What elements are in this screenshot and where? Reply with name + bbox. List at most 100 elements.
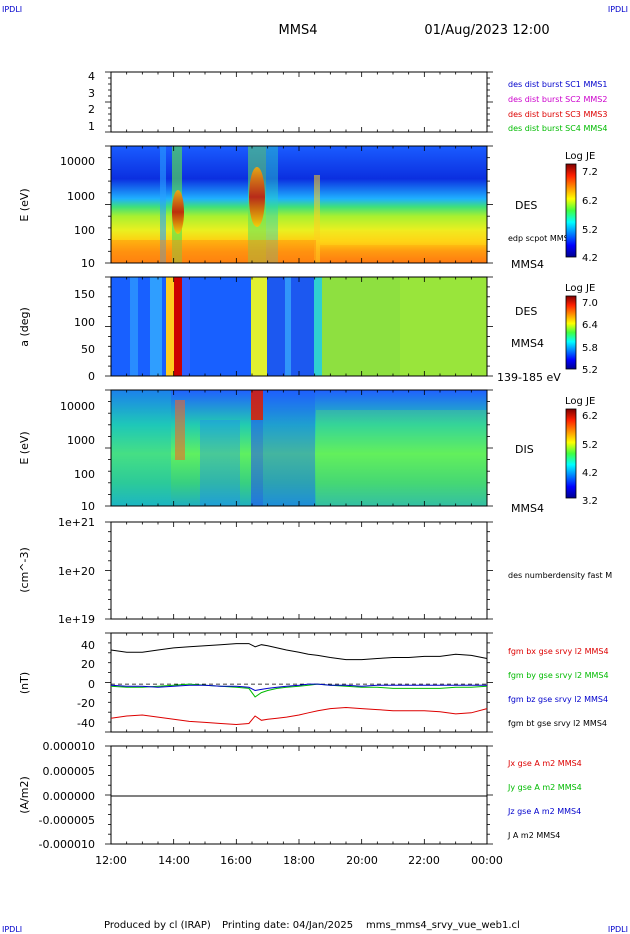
time-tick-label: 14:00 <box>158 854 190 867</box>
dis-energy-y-tick: 10 <box>81 500 95 513</box>
colorbar-tick: 7.2 <box>582 167 598 178</box>
burst-y-tick: 3 <box>88 87 95 100</box>
dis-energy-instrument: DIS <box>515 443 534 456</box>
current-y-ticks: 0.000010 0.000005 0.000000 -0.000005 -0.… <box>39 740 95 851</box>
dis-energy-y-tick: 1000 <box>67 434 95 447</box>
bfield-series-line-1 <box>110 683 488 698</box>
bfield-series <box>110 643 488 726</box>
corner-mark-bottom-right: IPDLI <box>608 925 628 934</box>
des-energy-colorbar: Log JE 7.2 6.2 5.2 4.2 <box>565 151 598 264</box>
bfield-y-ticks: 40 20 0 -20 -40 <box>77 639 95 730</box>
burst-y-ticks: 4 3 2 1 <box>88 70 95 133</box>
des-pitch-y-tick: 150 <box>74 288 95 301</box>
des-pitch-y-tick: 100 <box>74 316 95 329</box>
current-y-tick: -0.000010 <box>39 838 95 851</box>
bfield-series-line-0 <box>110 706 488 726</box>
time-tick-label: 16:00 <box>220 854 252 867</box>
dis-energy-ylabel: E (eV) <box>18 431 31 464</box>
density-y-ticks: 1e+21 1e+20 1e+19 <box>58 516 95 626</box>
dis-energy-y-tick: 100 <box>74 468 95 481</box>
bfield-y-tick: -20 <box>77 697 95 710</box>
panel-density: 1e+21 1e+20 1e+19 (cm^-3) des numberdens… <box>18 516 612 626</box>
density-y-tick: 1e+20 <box>58 565 95 578</box>
bfield-y-tick: -40 <box>77 717 95 730</box>
bfield-y-tick: 0 <box>88 678 95 691</box>
colorbar-tick: 5.2 <box>582 365 598 376</box>
current-legend-j: J A m2 MMS4 <box>507 831 560 840</box>
colorbar-tick: 3.2 <box>582 496 598 507</box>
dis-energy-spacecraft: MMS4 <box>511 502 544 515</box>
dis-energy-y-ticks: 10000 1000 100 10 <box>60 400 95 513</box>
panel-current-density: 0.000010 0.000005 0.000000 -0.000005 -0.… <box>18 740 582 851</box>
des-pitch-instrument: DES <box>515 305 537 318</box>
burst-legend-mms2: des dist burst SC2 MMS2 <box>508 95 607 104</box>
des-energy-y-tick: 100 <box>74 224 95 237</box>
time-tick-label: 20:00 <box>346 854 378 867</box>
des-pitch-y-tick: 0 <box>88 370 95 383</box>
burst-y-tick: 1 <box>88 120 95 133</box>
density-y-tick: 1e+21 <box>58 516 95 529</box>
colorbar-tick: 6.4 <box>582 320 598 331</box>
des-pitch-spacecraft: MMS4 <box>511 337 544 350</box>
des-pitch-y-tick: 50 <box>81 343 95 356</box>
corner-mark-bottom-left: IPDLI <box>2 925 22 934</box>
time-tick-label: 18:00 <box>283 854 315 867</box>
des-energy-y-tick: 1000 <box>67 190 95 203</box>
bfield-legend-bt: fgm bt gse srvy l2 MMS4 <box>508 719 607 728</box>
corner-mark-top-left: IPDLI <box>2 5 22 14</box>
dis-energy-y-tick: 10000 <box>60 400 95 413</box>
density-y-tick: 1e+19 <box>58 613 95 626</box>
panel-bfield-frame <box>110 632 488 733</box>
density-ylabel: (cm^-3) <box>18 547 31 593</box>
des-energy-y-tick: 10000 <box>60 155 95 168</box>
burst-legend-mms3: des dist burst SC3 MMS3 <box>508 110 607 119</box>
current-y-tick: -0.000005 <box>39 814 95 827</box>
panel-burst-flags: 4 3 2 1 des dist burst SC1 MMS1 des dist… <box>88 70 607 133</box>
des-energy-instrument: DES <box>515 199 537 212</box>
dis-energy-colorbar-title: Log JE <box>565 396 595 407</box>
panel-dis-energy: 10000 1000 100 10 E (eV) DIS MMS4 Log JE… <box>18 389 598 515</box>
burst-legend-mms1: des dist burst SC1 MMS1 <box>508 80 607 89</box>
des-energy-y-tick: 10 <box>81 257 95 270</box>
burst-y-tick: 2 <box>88 103 95 116</box>
density-legend: des numberdensity fast M <box>508 571 612 580</box>
header-spacecraft: MMS4 <box>279 23 318 38</box>
colorbar-tick: 5.2 <box>582 225 598 236</box>
dis-energy-colorbar: Log JE 6.2 5.2 4.2 3.2 <box>565 396 598 507</box>
current-y-tick: 0.000005 <box>43 765 96 778</box>
header-datetime: 01/Aug/2023 12:00 <box>424 23 549 38</box>
footer-filename: mms_mms4_srvy_vue_web1.cl <box>366 920 520 931</box>
colorbar-tick: 7.0 <box>582 298 598 309</box>
bfield-series-line-3 <box>110 643 488 661</box>
bfield-series-line-2 <box>110 683 487 692</box>
current-ylabel: (A/m2) <box>18 776 31 814</box>
axis-tick-marks <box>105 71 493 845</box>
burst-legend-mms4: des dist burst SC4 MMS4 <box>508 124 607 133</box>
colorbar-tick: 4.2 <box>582 253 598 264</box>
des-pitch-y-ticks: 150 100 50 0 <box>74 288 95 383</box>
panel-des-energy: 10000 1000 100 10 E (eV) DES edp scpot M… <box>18 145 598 271</box>
current-legend-jy: Jy gse A m2 MMS4 <box>507 783 582 792</box>
current-legend-jx: Jx gse A m2 MMS4 <box>507 759 582 768</box>
des-energy-spacecraft: MMS4 <box>511 258 544 271</box>
panel-density-frame <box>110 521 488 620</box>
time-tick-label: 22:00 <box>408 854 440 867</box>
bfield-ylabel: (nT) <box>18 672 31 694</box>
corner-mark-top-right: IPDLI <box>608 5 628 14</box>
panel-des-pitch: 150 100 50 0 a (deg) DES MMS4 139-185 eV… <box>18 276 598 384</box>
bfield-y-tick: 20 <box>81 658 95 671</box>
current-y-tick: 0.000000 <box>43 790 96 803</box>
colorbar-tick: 4.2 <box>582 468 598 479</box>
bfield-legend-bz: fgm bz gse srvy l2 MMS4 <box>508 695 608 704</box>
des-pitch-colorbar: Log JE 7.0 6.4 5.8 5.2 <box>565 283 598 376</box>
time-tick-label: 00:00 <box>471 854 503 867</box>
bfield-y-tick: 40 <box>81 639 95 652</box>
des-energy-ylabel: E (eV) <box>18 188 31 221</box>
colorbar-tick: 5.8 <box>582 343 598 354</box>
colorbar-tick: 6.2 <box>582 196 598 207</box>
colorbar-tick: 5.2 <box>582 440 598 451</box>
des-energy-overlay: edp scpot MMS4 <box>508 234 574 243</box>
time-tick-label: 12:00 <box>95 854 127 867</box>
des-energy-y-ticks: 10000 1000 100 10 <box>60 155 95 270</box>
